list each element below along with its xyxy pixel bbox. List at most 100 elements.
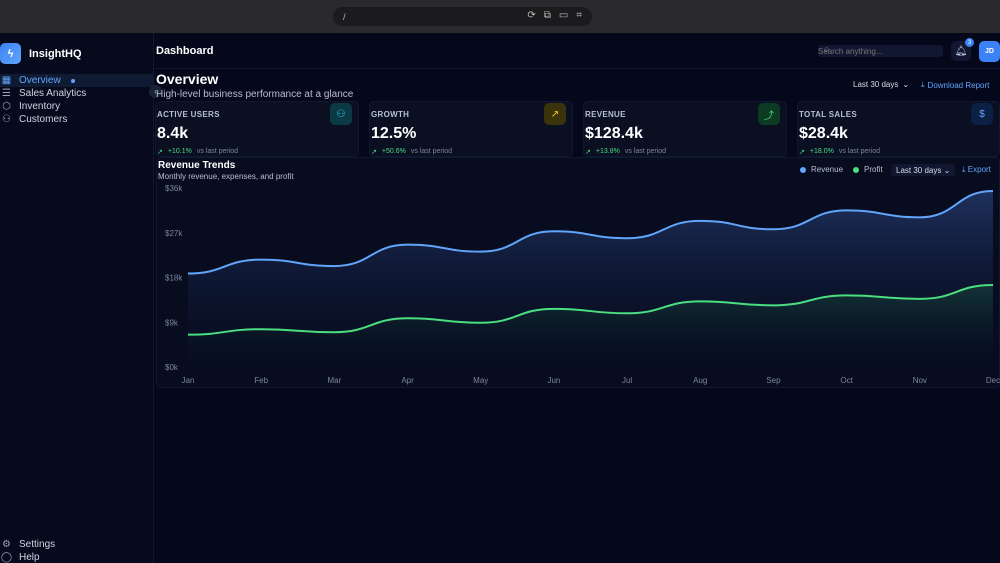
avatar[interactable]: JD [979,41,1000,62]
search-icon: ○ [824,44,830,54]
x-tick-label: Oct [840,376,853,385]
collapse-sidebar-button[interactable]: ‹ [149,85,162,98]
dollar-icon: $ [971,103,993,125]
stat-label: GROWTH [371,110,410,119]
stat-label: REVENUE [585,110,626,119]
stat-delta: ↗ +18.0% vs last period [799,148,880,156]
arrow-up-right-icon: ↗ [799,149,805,156]
arrow-up-right-icon: ↗ [371,149,377,156]
series-line-profit [187,283,994,336]
date-range-value: Last 30 days [853,80,899,89]
stat-delta: ↗ +50.6% vs last period [371,148,452,156]
legend-label: Profit [864,165,883,174]
stat-value: 8.4k [157,125,189,142]
download-report-label: Download Report [927,80,990,90]
legend-item-revenue: Revenue [800,165,843,174]
download-report-button[interactable]: ⤓ Download Report [921,80,989,90]
export-label: Export [967,165,991,174]
sidebar-item-help[interactable]: ◯ Help [0,551,55,563]
users-icon: ⚇ [2,114,11,125]
stat-delta-value: +10.1% [167,148,192,155]
app-name: InsightHQ [29,47,82,60]
series-line-revenue [187,189,994,275]
screenshot-icon[interactable]: ⌗ [576,10,582,21]
stat-delta-note: vs last period [838,148,881,155]
x-tick-label: Jun [547,376,560,385]
series-area-profit [188,284,993,367]
x-tick-label: Feb [254,376,268,385]
stat-label: TOTAL SALES [799,110,857,119]
page-subtitle: High-level business performance at a gla… [156,89,354,100]
stat-delta-value: +18.0% [809,148,834,155]
download-icon: ⤓ [962,165,966,174]
url-text: / [343,11,346,22]
sidebar-item-label: Sales Analytics [19,88,87,99]
sidebar-item-sales-analytics[interactable]: ☰ Sales Analytics [0,87,154,100]
arrow-up-right-icon: ↗ [585,149,591,156]
stat-delta: ↗ +13.8% vs last period [585,148,666,156]
stat-label: ACTIVE USERS [157,110,220,119]
y-tick-label: $0k [165,363,179,372]
legend-label: Revenue [811,165,844,174]
stat-delta: ↗ +10.1% vs last period [157,148,238,156]
search-input[interactable] [818,46,943,56]
page-title: Overview [156,71,219,87]
sidebar-nav: ▦ Overview ☰ Sales Analytics ⬡ Inventory… [0,74,154,126]
sidebar-bottom-nav: ⚙ Settings ◯ Help [0,538,55,563]
arrow-up-right-icon: ↗ [157,149,163,156]
x-tick-label: Aug [693,376,707,385]
stat-delta-note: vs last period [196,148,239,155]
address-bar[interactable]: / ⟳ ⧉ ▭ ⌗ [333,7,592,26]
sidebar-item-overview[interactable]: ▦ Overview [0,74,154,87]
chart-subtitle: Monthly revenue, expenses, and profit [158,172,294,181]
stat-delta-note: vs last period [624,148,667,155]
help-circle-icon: ◯ [0,552,13,563]
top-header: Dashboard ○ 🔔︎ 3 JD [155,33,1000,69]
chevron-down-icon: ⌄ [902,80,910,89]
stat-value: $128.4k [585,125,643,142]
sidebar-item-inventory[interactable]: ⬡ Inventory [0,100,154,113]
stat-card-revenue: REVENUE $128.4k ↗ +13.8% vs last period … [583,101,787,157]
open-external-icon[interactable]: ⧉ [543,10,551,21]
sidebar-item-label: Overview [19,75,61,86]
stat-delta-note: vs last period [410,148,453,155]
sidebar-item-label: Inventory [19,101,61,112]
stat-card-active-users: ACTIVE USERS 8.4k ↗ +10.1% vs last perio… [155,101,359,157]
grid-icon: ▦ [1,75,12,86]
x-tick-label: Nov [913,376,927,385]
y-tick-label: $18k [165,274,183,283]
app-logo[interactable]: ϟ InsightHQ [0,43,82,64]
stat-delta-value: +50.6% [381,148,406,155]
y-tick-label: $36k [165,184,183,193]
chart-legend: Revenue Profit [800,165,883,174]
trending-up-icon: ⤴ [758,103,780,125]
chart-range-value: Last 30 days [896,166,942,175]
x-tick-label: Dec [986,376,1000,385]
stat-value: $28.4k [799,125,848,142]
notification-badge: 3 [965,38,974,47]
stat-card-growth: GROWTH 12.5% ↗ +50.6% vs last period ↗ [369,101,573,157]
chart-range-select[interactable]: Last 30 days ⌄ [891,164,956,176]
x-tick-label: May [473,376,488,385]
active-indicator [70,78,75,83]
notifications-button[interactable]: 🔔︎ 3 [951,38,974,61]
x-tick-label: Sep [766,376,781,385]
date-range-select[interactable]: Last 30 days ⌄ [853,80,909,89]
bell-icon: 🔔︎ [954,45,968,57]
header-title: Dashboard [156,45,214,57]
devices-icon[interactable]: ▭ [558,10,569,21]
x-tick-label: Mar [327,376,341,385]
export-button[interactable]: ⤓ Export [962,165,991,175]
search-box[interactable]: ○ [818,44,943,57]
users-icon: ⚇ [330,103,352,125]
legend-swatch [800,166,806,173]
chart-title: Revenue Trends [158,160,236,171]
bar-chart-icon: ☰ [2,88,11,99]
reload-icon[interactable]: ⟳ [527,10,536,21]
x-tick-label: Jan [182,376,195,385]
sidebar-item-settings[interactable]: ⚙ Settings [0,538,55,551]
arrow-up-right-icon: ↗ [544,103,566,125]
revenue-chart: $0k $9k $18k $27k $36k Jan Feb Mar Apr May Jun Jul A… [165,184,1000,385]
stat-card-total-sales: TOTAL SALES $28.4k ↗ +18.0% vs last peri… [797,101,1000,157]
sidebar-item-customers[interactable]: ⚇ Customers [0,113,154,126]
